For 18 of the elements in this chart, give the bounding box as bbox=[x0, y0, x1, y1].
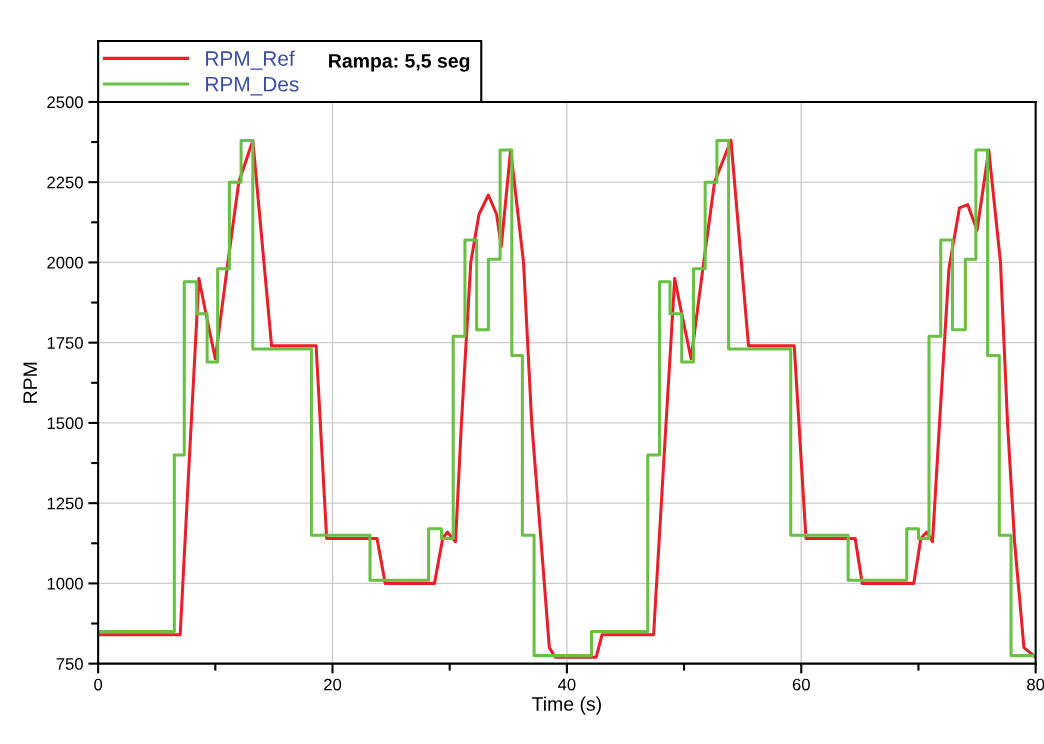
legend-label: RPM_Des bbox=[206, 77, 299, 96]
y-axis-title: RPM bbox=[23, 362, 37, 403]
y-tick-label: 1250 bbox=[47, 497, 83, 510]
y-tick-label: 750 bbox=[56, 658, 83, 670]
x-tick-label: 60 bbox=[792, 678, 810, 691]
y-tick-label: 2500 bbox=[47, 96, 83, 109]
x-tick-label: 80 bbox=[1027, 678, 1044, 691]
y-tick-label: 1750 bbox=[47, 337, 83, 349]
y-tick-label: 2000 bbox=[47, 256, 83, 269]
x-axis-title: Time (s) bbox=[532, 696, 601, 715]
text: Rampa: 5,5 seg bbox=[329, 54, 470, 72]
y-tick-label: 2250 bbox=[47, 176, 83, 189]
x-tick-label: 0 bbox=[94, 678, 103, 691]
x-tick-label: 40 bbox=[558, 678, 576, 691]
x-tick-label: 20 bbox=[324, 678, 342, 691]
y-tick-label: 1500 bbox=[47, 417, 83, 430]
y-tick-label: 1000 bbox=[47, 577, 83, 590]
legend-label: RPM_Ref bbox=[206, 50, 295, 70]
